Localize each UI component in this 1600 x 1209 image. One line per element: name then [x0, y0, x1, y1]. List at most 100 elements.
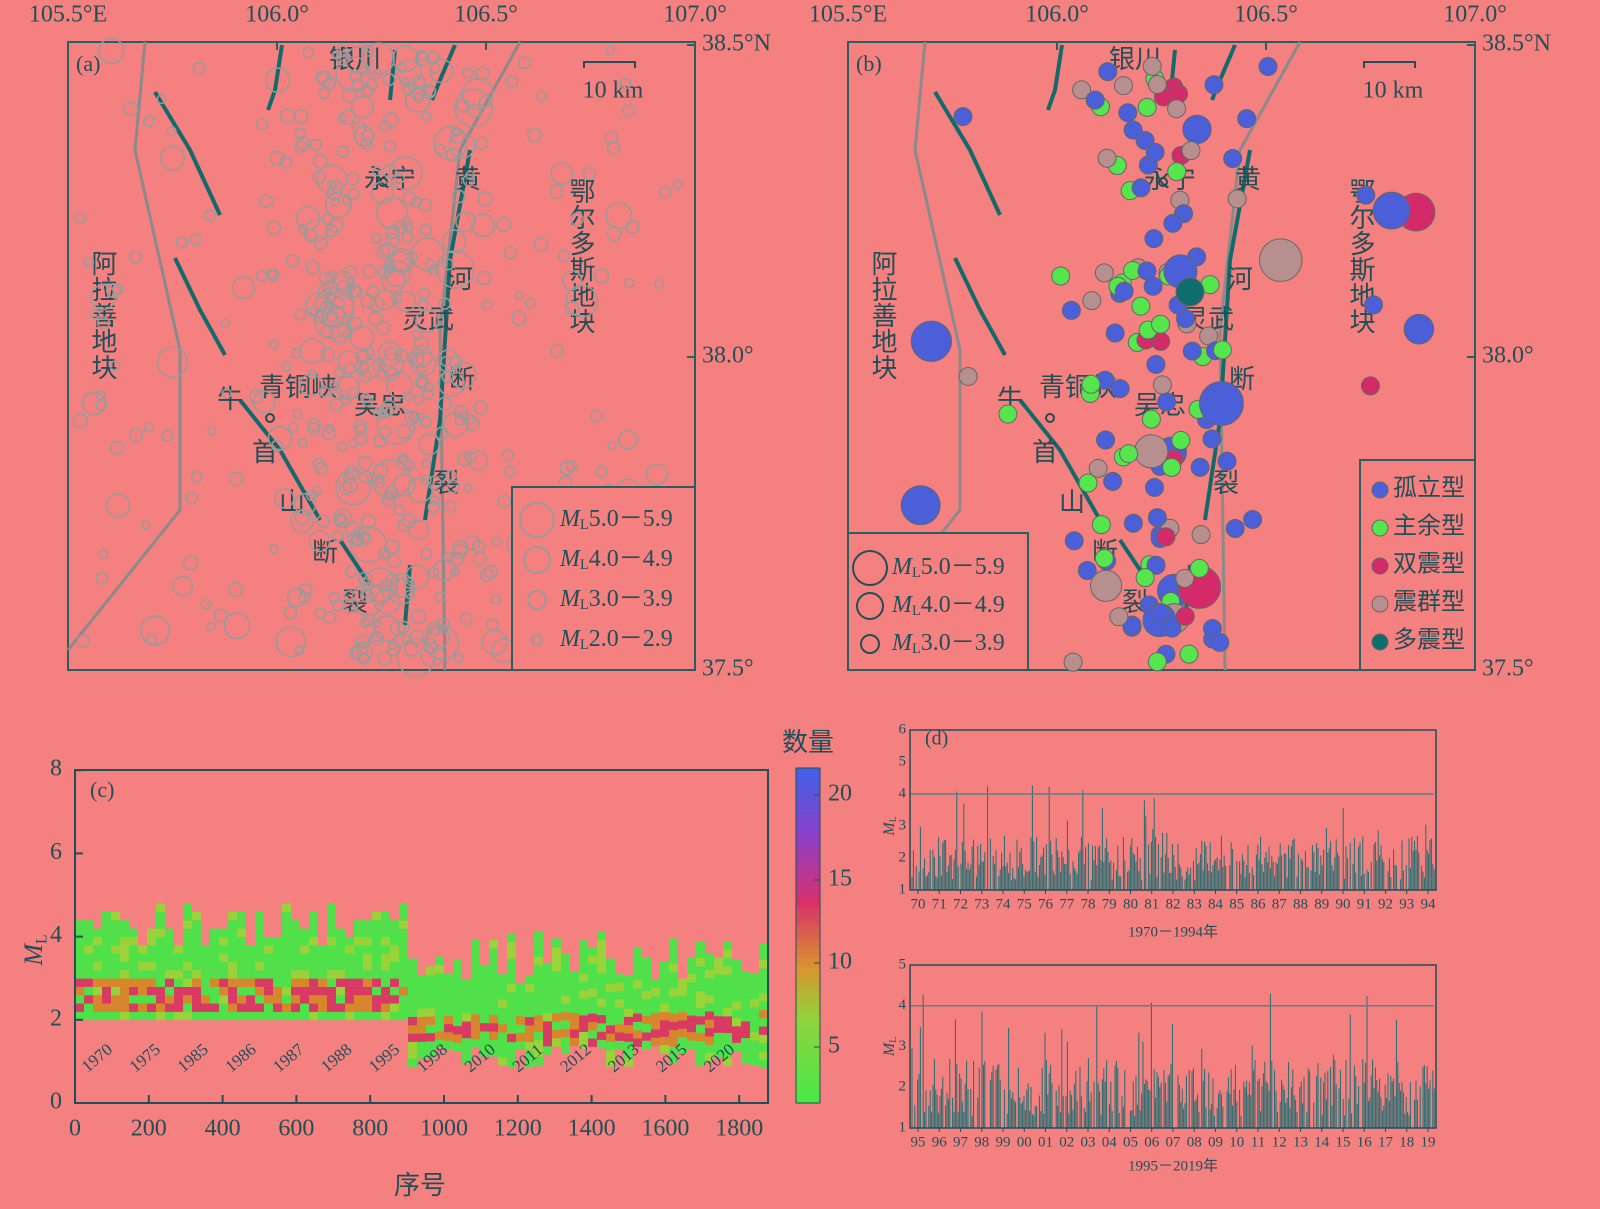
heat-cell	[606, 983, 615, 992]
event-circle	[415, 412, 426, 423]
event-dot	[1134, 434, 1169, 469]
event-circle	[443, 551, 455, 563]
event-dot	[1202, 429, 1222, 449]
heat-cell	[489, 1006, 498, 1015]
event-circle	[410, 237, 445, 272]
heat-cell	[660, 961, 669, 971]
event-circle	[595, 465, 608, 478]
ml-label: ML3.0－3.9	[891, 630, 1005, 658]
heat-cell	[318, 995, 327, 1004]
heat-cell	[381, 961, 390, 971]
event-circle	[384, 573, 399, 588]
y-tick-label: 4	[50, 922, 62, 948]
heat-cell	[507, 958, 516, 968]
event-circle	[328, 321, 351, 344]
heat-cell	[183, 936, 192, 946]
heat-cell	[84, 953, 93, 962]
event-dot	[1364, 295, 1384, 315]
x-tick-label: 79	[1102, 896, 1117, 912]
heat-cell	[399, 911, 408, 921]
heat-cell	[390, 920, 399, 929]
heat-cell	[165, 953, 174, 962]
event-circle	[406, 352, 419, 365]
heat-cell	[147, 970, 156, 979]
heat-cell	[183, 970, 192, 979]
heat-cell	[516, 1041, 525, 1050]
legend-dot	[1371, 557, 1389, 575]
heat-cell	[543, 1021, 552, 1030]
heat-cell	[606, 1033, 615, 1042]
heat-cell	[273, 953, 282, 962]
heat-cell	[471, 947, 480, 957]
heat-cell	[219, 945, 228, 954]
heat-cell	[156, 1003, 165, 1012]
event-circle	[409, 345, 433, 368]
heat-cell	[759, 1026, 768, 1035]
event-circle	[619, 77, 632, 90]
heat-cell	[561, 1003, 570, 1013]
heat-cell	[525, 1042, 534, 1051]
year-label: 1988	[317, 1040, 355, 1076]
ml-label: ML	[881, 1037, 900, 1057]
heat-cell	[156, 995, 165, 1004]
caption: 1995－2019年	[1128, 1157, 1218, 1174]
heat-cell	[705, 1003, 714, 1012]
event-dot	[1182, 341, 1202, 361]
heat-cell	[120, 961, 129, 971]
heat-cell	[489, 1031, 498, 1040]
heat-cell	[192, 978, 201, 987]
event-circle	[360, 533, 373, 545]
event-circle	[380, 241, 396, 257]
event-circle	[371, 618, 382, 629]
heat-cell	[363, 978, 372, 987]
heat-cell	[651, 1029, 660, 1038]
heat-cell	[750, 1057, 759, 1066]
heat-cell	[606, 991, 615, 1001]
event-circle	[476, 270, 492, 286]
heat-cell	[282, 986, 291, 996]
heat-cell	[579, 998, 588, 1008]
heat-cell	[633, 1005, 642, 1014]
heat-cell	[615, 1024, 624, 1033]
event-circle	[359, 617, 370, 629]
heat-cell	[759, 984, 768, 994]
heat-cell	[723, 941, 732, 950]
x-tick-label: 76	[1038, 896, 1054, 912]
heat-cell	[201, 961, 210, 971]
heat-cell	[282, 978, 291, 987]
heat-cell	[390, 961, 399, 971]
heat-cell	[669, 938, 678, 947]
heat-cell	[633, 971, 642, 981]
x-tick-label: 13	[1293, 1134, 1308, 1150]
heat-cell	[534, 1048, 543, 1057]
heat-cell	[192, 920, 201, 929]
heat-cell	[354, 936, 363, 946]
heat-cell	[507, 933, 516, 943]
heat-cell	[453, 1001, 462, 1010]
heat-cell	[552, 980, 561, 989]
heat-cell	[255, 970, 264, 979]
scale-bar	[583, 61, 636, 68]
heat-cell	[174, 953, 183, 962]
y-tick-label: 6	[899, 721, 907, 737]
heat-cell	[462, 988, 471, 997]
heat-cell	[210, 961, 219, 971]
event-dot	[1175, 277, 1205, 307]
heat-cell	[165, 961, 174, 971]
heat-cell	[156, 945, 165, 954]
heat-cell	[237, 920, 246, 929]
heat-cell	[642, 1040, 651, 1050]
heat-cell	[309, 986, 318, 996]
event-circle	[350, 284, 363, 298]
heat-cell	[444, 990, 453, 1000]
heat-cell	[102, 995, 111, 1004]
heat-cell	[138, 1011, 147, 1021]
event-circle	[279, 156, 293, 169]
heat-cell	[291, 978, 300, 987]
y-tick-label: 4	[899, 785, 907, 801]
x-tick-label: 75	[1017, 896, 1032, 912]
heat-cell	[723, 1016, 732, 1025]
event-circle	[354, 423, 368, 437]
heat-cell	[174, 986, 183, 996]
heat-cell	[444, 1024, 453, 1033]
